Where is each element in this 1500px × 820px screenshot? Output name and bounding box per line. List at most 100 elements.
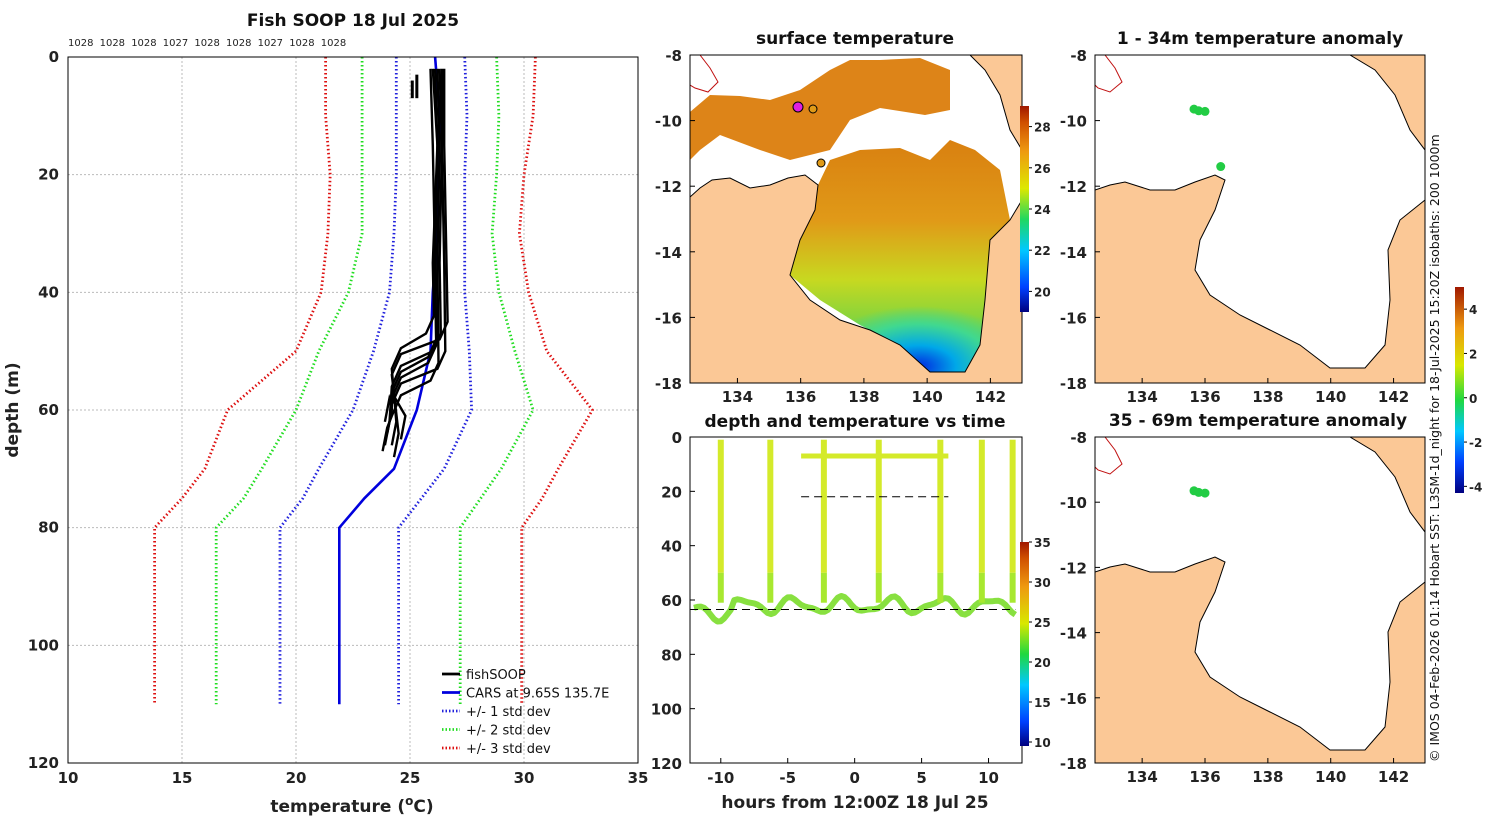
density-label: 1028: [226, 38, 251, 49]
sst-marker: [808, 104, 818, 114]
y-tick-label: -12: [1060, 559, 1087, 577]
colorbar-tick-label: 15: [1034, 696, 1051, 710]
legend-label: CARS at 9.65S 135.7E: [466, 687, 609, 702]
cast-descent: [717, 439, 724, 573]
density-label: 1028: [289, 38, 314, 49]
colorbar-tick-label: 28: [1034, 121, 1051, 135]
x-tick-label: 138: [848, 388, 879, 406]
y-tick-label: -12: [655, 178, 682, 196]
y-tick-label: 80: [38, 519, 59, 537]
cast-bottom-segment: [978, 572, 985, 603]
y-tick-label: 60: [38, 401, 59, 419]
colorbar-tick-label: 20: [1034, 656, 1051, 670]
colorbar-tick-label: -2: [1469, 436, 1482, 450]
y-tick-label: -16: [655, 309, 682, 327]
fishsoop-casts: [381, 68, 449, 458]
fishsoop-cast: [381, 68, 441, 452]
sst-colorbar-ticks: 20 22 24 26 28: [1029, 121, 1051, 299]
depth-time-marks: [690, 439, 1017, 625]
x-tick-label: 140: [1315, 388, 1346, 406]
x-tick-label: 5: [916, 769, 926, 787]
anomaly-map-deep-title: 35 - 69m temperature anomaly: [1109, 411, 1407, 431]
y-tick-label: -16: [1060, 690, 1087, 708]
colorbar-tick-label: 35: [1034, 536, 1051, 550]
x-tick-label: 134: [1126, 768, 1157, 786]
x-tick-label: 136: [1189, 768, 1220, 786]
profile-ticks: 10 15 20 25 30 35 0 20 40 60 80 100 120: [28, 48, 649, 787]
density-labels: 1028 1028 1028 1027 1028 1028 1027 1028 1028: [68, 38, 346, 49]
x-tick-label: -10: [707, 769, 734, 787]
x-tick-label: 142: [1378, 768, 1409, 786]
y-tick-label: -8: [665, 47, 682, 65]
anomaly-point: [1200, 488, 1210, 498]
y-tick-label: -18: [1060, 375, 1087, 393]
legend-label: +/- 2 std dev: [466, 724, 551, 739]
y-tick-label: -18: [1060, 755, 1087, 773]
std-dev-line: [517, 57, 595, 705]
anomaly-map-deep-ticks: 134 136 138 140 142 -8 -10 -12 -14 -16 -18: [1060, 429, 1409, 786]
anomaly-land-cape-york: [1262, 437, 1425, 533]
y-tick-label: -12: [1060, 178, 1087, 196]
anomaly-land-west: [1095, 174, 1425, 383]
cast-descent: [937, 439, 944, 573]
anomaly-colorbar-ticks: 4 2 0 -2 -4: [1464, 303, 1482, 494]
depth-time-colorbar: [1020, 542, 1029, 746]
profile-legend: fishSOOP CARS at 9.65S 135.7E +/- 1 std de…: [442, 668, 609, 757]
anomaly-points-deep: [1189, 486, 1210, 498]
cast-bottom-segment: [875, 572, 882, 603]
y-tick-label: 0: [49, 48, 59, 66]
cast-descent: [767, 439, 774, 573]
anomaly-colorbar: [1455, 287, 1464, 493]
density-label: 1027: [163, 38, 188, 49]
y-tick-label: 120: [651, 755, 682, 773]
anomaly-map-shallow-ticks: 134 136 138 140 142 -8 -10 -12 -14 -16 -18: [1060, 47, 1409, 406]
profile-series: [153, 57, 595, 705]
y-tick-label: 80: [661, 646, 682, 664]
x-tick-label: 20: [286, 769, 307, 787]
legend-label: fishSOOP: [466, 668, 526, 683]
y-tick-label: 0: [672, 429, 682, 447]
x-tick-label: 134: [1126, 388, 1157, 406]
fishsoop-cast: [390, 68, 438, 440]
colorbar-tick-label: 20: [1034, 285, 1051, 299]
y-tick-label: -14: [1060, 625, 1087, 643]
x-tick-label: 140: [911, 388, 942, 406]
x-tick-label: 25: [400, 769, 421, 787]
profile-grid: [68, 57, 638, 763]
colorbar-tick-label: 2: [1469, 347, 1477, 361]
profile-xlabel: temperature (oC): [270, 794, 433, 817]
std-dev-line: [458, 57, 535, 705]
cast-descent: [1009, 439, 1016, 573]
x-tick-label: 142: [975, 388, 1006, 406]
x-tick-label: 10: [978, 769, 999, 787]
profile-chart: Fish SOOP 18 Jul 2025 1028 1028 1028 1027 10…: [3, 11, 648, 817]
cast-bottom-segment: [717, 572, 724, 603]
fishsoop-cast: [383, 68, 447, 423]
density-label: 1028: [131, 38, 156, 49]
y-tick-label: -10: [655, 113, 682, 131]
y-tick-label: -10: [1060, 113, 1087, 131]
y-tick-label: 100: [28, 636, 59, 654]
y-tick-label: 40: [661, 538, 682, 556]
x-tick-label: 138: [1252, 388, 1283, 406]
y-tick-label: 20: [38, 166, 59, 184]
credit-text: © IMOS 04-Feb-2026 01:14 Hobart SST: L3S…: [1427, 134, 1442, 762]
y-tick-label: 60: [661, 592, 682, 610]
colorbar-tick-label: 24: [1034, 203, 1051, 217]
x-tick-label: -5: [779, 769, 796, 787]
y-tick-label: -14: [655, 244, 682, 262]
x-tick-label: 138: [1252, 768, 1283, 786]
cast-descent: [875, 439, 882, 573]
anomaly-map-shallow: 1 - 34m temperature anomaly 134 136 138 140…: [1060, 29, 1426, 406]
profile-title: Fish SOOP 18 Jul 2025: [247, 11, 459, 31]
sst-warm-north: [690, 58, 950, 160]
x-tick-label: 136: [785, 388, 816, 406]
depth-time-chart: depth and temperature vs time -10 -5 0 5 100…: [651, 412, 1051, 813]
anomaly-map-deep-frame: [1094, 436, 1426, 764]
fishsoop-cast: [390, 68, 439, 446]
cast-descent: [978, 439, 985, 573]
anomaly-point: [1216, 162, 1226, 172]
y-tick-label: -10: [1060, 494, 1087, 512]
y-tick-label: -8: [1070, 47, 1087, 65]
